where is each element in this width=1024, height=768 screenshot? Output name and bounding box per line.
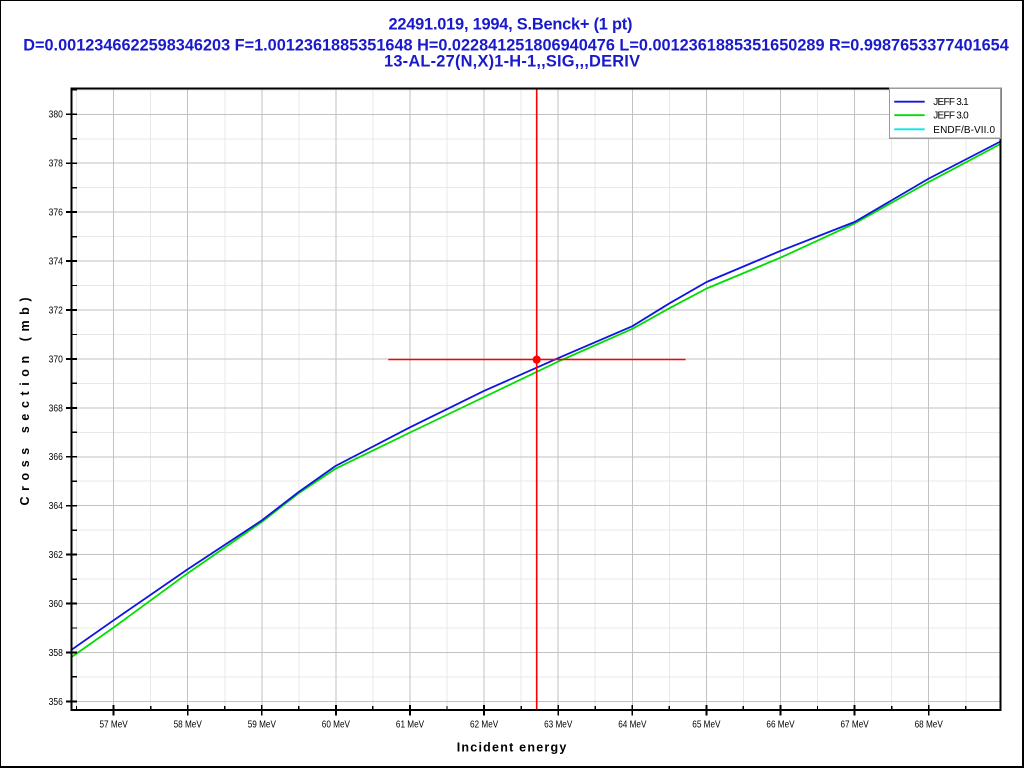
svg-text:ENDF/B-VII.0: ENDF/B-VII.0: [933, 125, 995, 136]
svg-text:Cross section (mb): Cross section (mb): [18, 292, 32, 506]
svg-text:58 MeV: 58 MeV: [174, 719, 203, 730]
svg-text:61 MeV: 61 MeV: [396, 719, 425, 730]
svg-text:66 MeV: 66 MeV: [766, 719, 795, 730]
svg-text:378: 378: [49, 158, 63, 169]
svg-text:364: 364: [49, 500, 63, 511]
svg-text:368: 368: [49, 403, 63, 414]
svg-text:13-AL-27(N,X)1-H-1,,SIG,,,DERI: 13-AL-27(N,X)1-H-1,,SIG,,,DERIV: [384, 53, 640, 71]
svg-text:356: 356: [49, 696, 63, 707]
svg-text:358: 358: [49, 647, 63, 658]
svg-text:380: 380: [49, 109, 63, 120]
svg-text:60 MeV: 60 MeV: [322, 719, 351, 730]
svg-text:63 MeV: 63 MeV: [544, 719, 573, 730]
svg-text:65 MeV: 65 MeV: [692, 719, 721, 730]
svg-text:67 MeV: 67 MeV: [840, 719, 869, 730]
svg-text:57 MeV: 57 MeV: [99, 719, 128, 730]
svg-text:JEFF 3.0: JEFF 3.0: [933, 111, 969, 122]
svg-text:62 MeV: 62 MeV: [470, 719, 499, 730]
svg-text:370: 370: [49, 354, 63, 365]
svg-text:D=0.0012346622598346203 F=1.00: D=0.0012346622598346203 F=1.001236188535…: [23, 36, 1009, 54]
svg-text:366: 366: [49, 452, 63, 463]
svg-text:59 MeV: 59 MeV: [248, 719, 277, 730]
svg-text:374: 374: [49, 256, 63, 267]
svg-text:376: 376: [49, 207, 63, 218]
svg-text:68 MeV: 68 MeV: [915, 719, 944, 730]
svg-text:372: 372: [49, 305, 63, 316]
svg-text:362: 362: [49, 549, 63, 560]
svg-text:360: 360: [49, 598, 63, 609]
svg-text:JEFF 3.1: JEFF 3.1: [933, 97, 969, 108]
svg-text:22491.019, 1994, S.Benck+ (1 p: 22491.019, 1994, S.Benck+ (1 pt): [389, 16, 633, 34]
svg-text:Incident energy: Incident energy: [457, 740, 567, 754]
svg-text:64 MeV: 64 MeV: [618, 719, 647, 730]
